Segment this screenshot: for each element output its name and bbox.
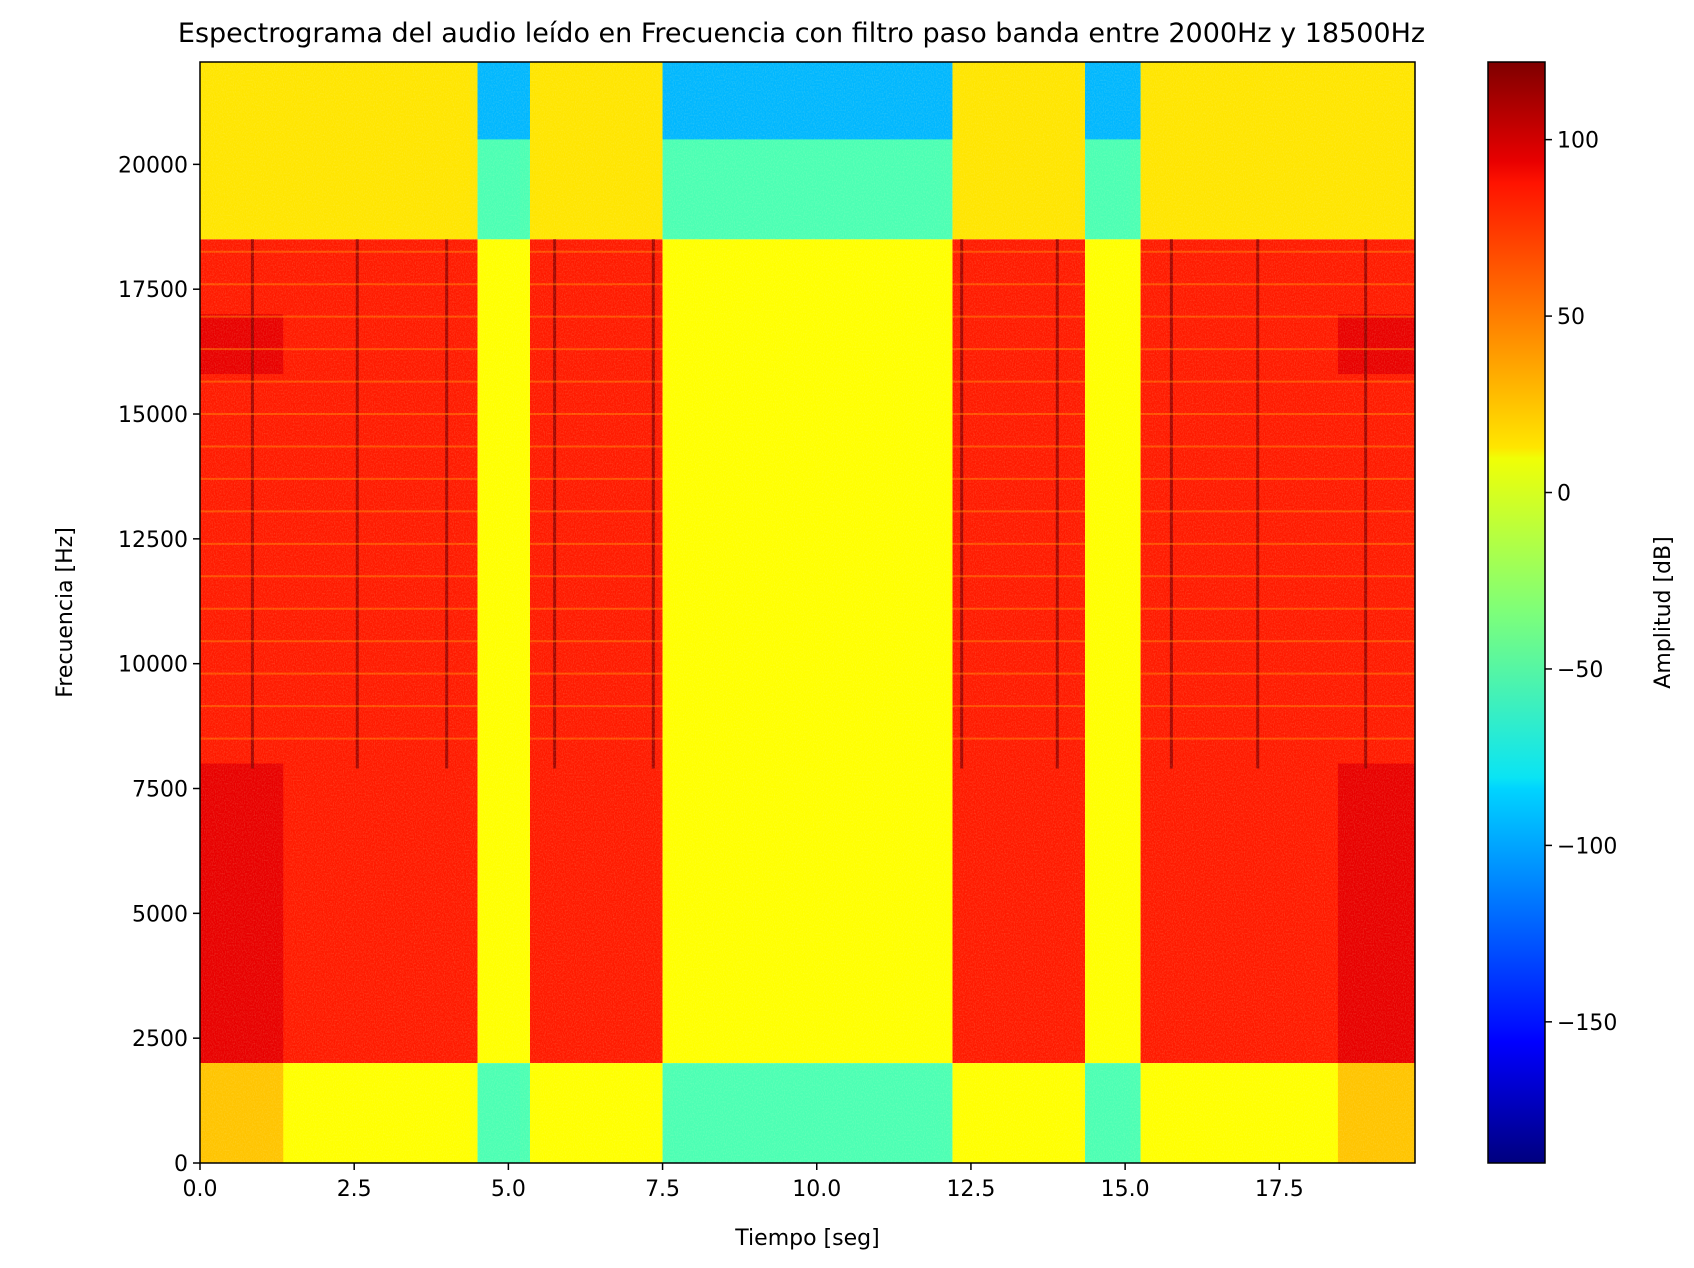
plot-frame	[199, 61, 1416, 1164]
y-tick-label: 5000	[132, 902, 188, 927]
colorbar-tick-label: 0	[1557, 482, 1571, 507]
x-tick-label: 0.0	[183, 1177, 218, 1202]
x-tick-label: 10.0	[792, 1177, 841, 1202]
x-axis: 0.0 2.5 5.0 7.5 10.0 12.5 15.0 17.5	[183, 1163, 1304, 1202]
plot-area	[200, 62, 1415, 1163]
x-tick-label: 7.5	[645, 1177, 680, 1202]
x-tick-label: 15.0	[1101, 1177, 1150, 1202]
colorbar: 100 50 0 −50 −100 −150 Amplitud [dB]	[1487, 61, 1676, 1164]
noise-texture	[200, 62, 1415, 1163]
colorbar-tick-label: 50	[1557, 305, 1585, 330]
y-axis-label: Frecuencia [Hz]	[53, 527, 78, 698]
colorbar-tick-label: −100	[1557, 834, 1617, 859]
colorbar-tick-label: −150	[1557, 1011, 1617, 1036]
x-tick-label: 12.5	[946, 1177, 995, 1202]
y-tick-label: 12500	[118, 528, 188, 553]
y-tick-label: 0	[174, 1152, 188, 1177]
x-tick-label: 5.0	[491, 1177, 526, 1202]
y-tick-label: 15000	[118, 403, 188, 428]
x-tick-label: 17.5	[1255, 1177, 1304, 1202]
y-tick-label: 17500	[118, 278, 188, 303]
colorbar-tick-label: 100	[1557, 129, 1599, 154]
chart-title: Espectrograma del audio leído en Frecuen…	[178, 18, 1425, 49]
y-tick-label: 20000	[118, 153, 188, 178]
y-tick-label: 7500	[132, 778, 188, 803]
y-tick-label: 10000	[118, 653, 188, 678]
colorbar-label: Amplitud [dB]	[1651, 536, 1676, 688]
y-axis: 0 2500 5000 7500 10000 12500 15000 17500 20000	[118, 153, 200, 1177]
x-tick-label: 2.5	[337, 1177, 372, 1202]
colorbar-tick-label: −50	[1557, 658, 1603, 683]
x-axis-label: Tiempo [seg]	[734, 1226, 879, 1251]
colorbar-gradient	[1487, 61, 1546, 1164]
y-tick-label: 2500	[132, 1027, 188, 1052]
